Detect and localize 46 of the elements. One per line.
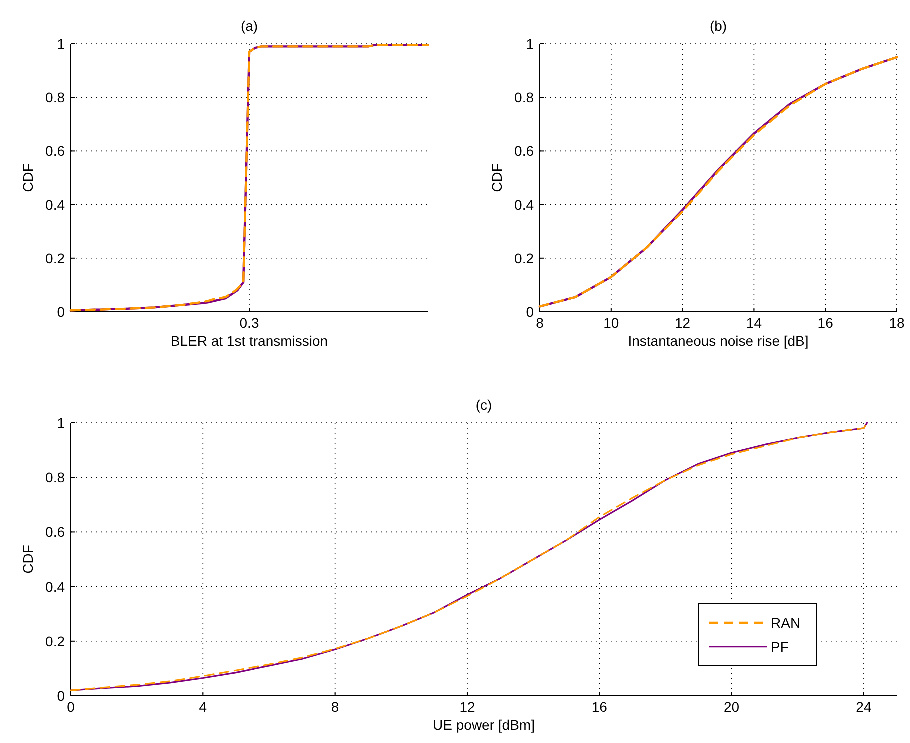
chart-title: (a) bbox=[240, 18, 258, 34]
x-axis-title: BLER at 1st transmission bbox=[170, 333, 328, 349]
y-tick-label: 0 bbox=[57, 688, 66, 704]
y-tick-label: 0.6 bbox=[46, 524, 66, 540]
y-axis-title: CDF bbox=[489, 164, 505, 192]
y-tick-label: 0.6 bbox=[46, 143, 66, 160]
legend-label: PF bbox=[771, 639, 789, 655]
x-tick-label: 24 bbox=[856, 699, 872, 715]
chart-title: (b) bbox=[710, 18, 728, 34]
x-tick-label: 12 bbox=[675, 315, 691, 331]
x-tick-label: 10 bbox=[604, 315, 620, 331]
y-tick-label: 0 bbox=[526, 304, 534, 320]
x-axis-title: Instantaneous noise rise [dB] bbox=[628, 333, 809, 349]
y-tick-label: 0.2 bbox=[46, 250, 66, 266]
y-tick-label: 0.8 bbox=[514, 90, 534, 106]
y-tick-label: 0.2 bbox=[514, 250, 534, 266]
y-axis-title: CDF bbox=[20, 164, 36, 192]
x-tick-label: 16 bbox=[818, 315, 834, 331]
y-tick-label: 0.2 bbox=[46, 633, 66, 650]
x-tick-label: 8 bbox=[331, 699, 340, 715]
x-tick-label: 4 bbox=[199, 699, 208, 715]
y-tick-label: 0.8 bbox=[46, 90, 66, 106]
x-tick-label: 16 bbox=[592, 699, 608, 715]
y-tick-label: 1 bbox=[57, 415, 66, 431]
y-tick-label: 1 bbox=[526, 36, 534, 52]
x-axis-title: UE power [dBm] bbox=[433, 717, 535, 733]
legend-label: RAN bbox=[771, 615, 801, 631]
x-tick-label: 18 bbox=[889, 315, 905, 331]
x-tick-label: 12 bbox=[460, 699, 476, 715]
y-tick-label: 0.6 bbox=[514, 143, 534, 160]
y-tick-label: 0.4 bbox=[514, 196, 534, 213]
x-tick-label: 0 bbox=[67, 699, 76, 715]
x-tick-label: 0.3 bbox=[240, 315, 260, 331]
y-tick-label: 0.8 bbox=[46, 470, 66, 486]
x-tick-label: 20 bbox=[724, 699, 740, 715]
line-series bbox=[70, 422, 868, 692]
line-series bbox=[538, 56, 898, 308]
y-tick-label: 0.4 bbox=[46, 196, 66, 213]
chart-title: (c) bbox=[476, 397, 492, 413]
y-axis-title: CDF bbox=[20, 545, 36, 574]
line-series bbox=[70, 44, 430, 312]
x-tick-label: 14 bbox=[746, 315, 762, 331]
y-tick-label: 0 bbox=[57, 304, 66, 320]
x-tick-label: 8 bbox=[536, 315, 544, 331]
y-tick-label: 0.4 bbox=[46, 578, 66, 595]
y-tick-label: 1 bbox=[57, 36, 66, 52]
